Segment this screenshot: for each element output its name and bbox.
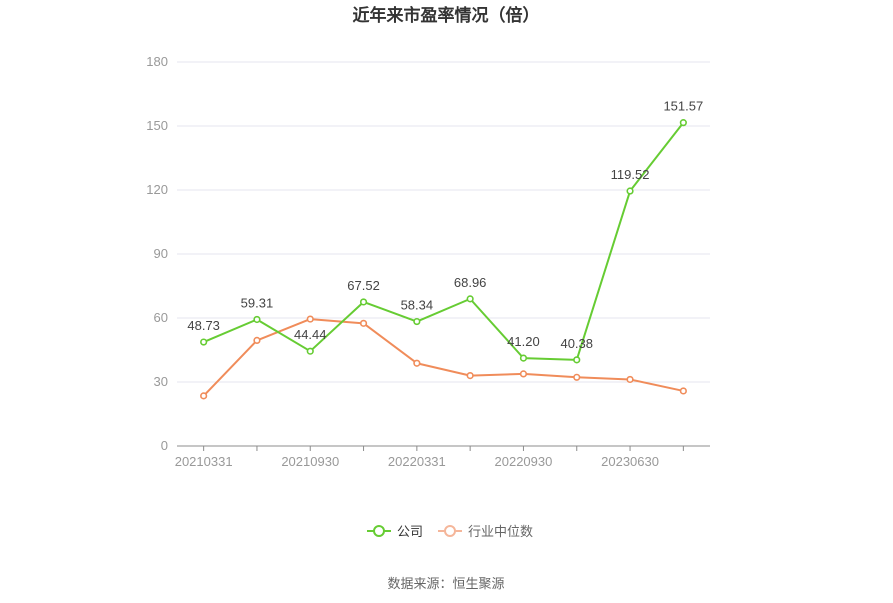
data-label: 44.44 xyxy=(294,327,327,342)
x-tick-label: 20230630 xyxy=(601,454,659,469)
data-label: 151.57 xyxy=(663,99,703,114)
legend-marker-1 xyxy=(444,525,456,537)
y-tick-label: 90 xyxy=(154,246,168,261)
data-label: 41.20 xyxy=(507,334,540,349)
y-tick-label: 120 xyxy=(146,182,168,197)
data-label: 58.34 xyxy=(401,298,434,313)
series-point-0 xyxy=(626,187,634,195)
series-point-0 xyxy=(200,338,208,346)
series-point-1 xyxy=(306,315,314,323)
series-point-1 xyxy=(679,387,687,395)
data-label: 48.73 xyxy=(187,318,220,333)
x-tick-label: 20210930 xyxy=(281,454,339,469)
x-tick-label: 20210331 xyxy=(175,454,233,469)
series-point-0 xyxy=(306,347,314,355)
chart-title: 近年来市盈率情况（倍） xyxy=(353,5,540,26)
series-point-1 xyxy=(253,336,261,345)
series-point-1 xyxy=(573,373,581,381)
series-point-0 xyxy=(466,295,474,303)
legend: 公司 行业中位数 xyxy=(367,525,533,540)
axes: 0 30 60 90 120 150 180 20210331 20210930 20220331… xyxy=(146,54,710,469)
series-point-1 xyxy=(519,370,528,378)
data-label: 119.52 xyxy=(611,167,650,182)
series-point-1 xyxy=(359,319,368,327)
series-point-0 xyxy=(413,317,421,326)
series-point-0 xyxy=(679,119,687,127)
series-point-0 xyxy=(359,298,368,306)
y-tick-label: 60 xyxy=(154,310,168,325)
y-tick-label: 0 xyxy=(161,438,168,453)
legend-label-1: 行业中位数 xyxy=(468,525,533,540)
y-tick-label: 180 xyxy=(146,54,168,69)
data-label: 59.31 xyxy=(241,295,274,310)
series-point-0 xyxy=(253,315,261,324)
series-line-0 xyxy=(203,122,685,361)
series-point-1 xyxy=(413,359,421,367)
series-point-1 xyxy=(626,375,634,384)
grid xyxy=(177,61,710,383)
data-label: 40.38 xyxy=(560,336,593,351)
series-point-0 xyxy=(573,356,581,364)
data-labels: 48.73 59.31 44.44 67.52 58.34 68.96 41.20 40.38… xyxy=(187,99,703,351)
data-label: 68.96 xyxy=(454,275,487,290)
legend-marker-0 xyxy=(373,525,385,537)
y-tick-label: 30 xyxy=(154,374,168,389)
data-label: 67.52 xyxy=(347,278,380,293)
source-note: 数据来源：恒生聚源 xyxy=(387,577,504,592)
y-tick-label: 150 xyxy=(146,118,168,133)
x-tick-label: 20220331 xyxy=(388,454,446,469)
series xyxy=(200,119,687,400)
series-point-0 xyxy=(519,354,528,362)
x-tick-label: 20220930 xyxy=(495,454,553,469)
series-point-1 xyxy=(466,372,474,380)
series-point-1 xyxy=(200,392,208,400)
series-line-1 xyxy=(202,318,684,397)
legend-label-0: 公司 xyxy=(397,525,423,540)
